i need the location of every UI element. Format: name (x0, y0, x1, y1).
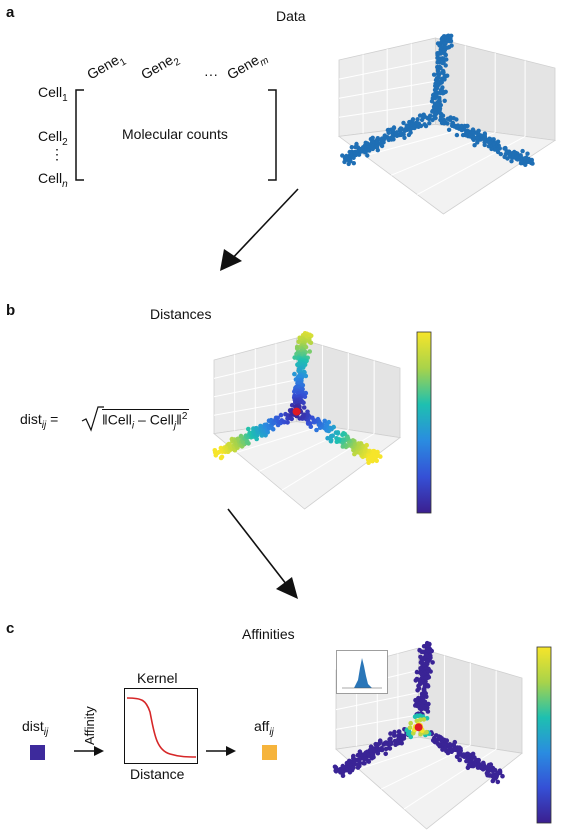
matrix-label: Molecular counts (122, 126, 228, 142)
kernel-y-label: Affinity (82, 706, 97, 745)
gene-1-header: Gene1 (84, 51, 129, 83)
dist-color-swatch (30, 745, 45, 760)
affinity-histogram-inset (336, 650, 388, 694)
colorbar-affinities (536, 646, 552, 824)
panel-b-title: Distances (150, 306, 212, 322)
arrow-b-to-c (227, 508, 298, 599)
panel-a-title: Data (276, 8, 306, 24)
aff-color-swatch (262, 745, 277, 760)
cell-n-label: Celln (38, 170, 68, 190)
dist-ij-label: distij (22, 718, 49, 738)
matrix-brackets (75, 89, 277, 181)
gene-2-header: Gene2 (138, 51, 183, 83)
arrow-a-to-b (220, 188, 299, 271)
gene-m-header: Genem (224, 51, 271, 83)
gene-ellipsis: ··· (204, 66, 218, 82)
arrow-kernel-to-aff (206, 746, 236, 756)
panel-c-letter: c (6, 620, 15, 637)
distance-formula: distij = (20, 411, 59, 431)
kernel-title: Kernel (137, 670, 178, 686)
cell-1-label: Cell1 (38, 84, 68, 104)
formula-radicand: ‖Celli – Cellj‖2 (102, 409, 190, 432)
kernel-x-label: Distance (130, 766, 185, 782)
colorbar-distances (416, 331, 432, 514)
scatter-3d-distances (212, 331, 402, 510)
panel-a-letter: a (6, 4, 15, 21)
panel-b-letter: b (6, 302, 16, 319)
sqrt-sign (81, 406, 104, 432)
scatter-3d-data (337, 33, 557, 215)
cell-2-label: Cell2 (38, 128, 68, 148)
kernel-plot (124, 688, 198, 764)
aff-ij-label: affij (254, 718, 274, 738)
arrow-dist-to-kernel (74, 746, 104, 756)
panel-c-title: Affinities (242, 626, 295, 642)
cell-ellipsis: ⋮ (50, 146, 64, 162)
